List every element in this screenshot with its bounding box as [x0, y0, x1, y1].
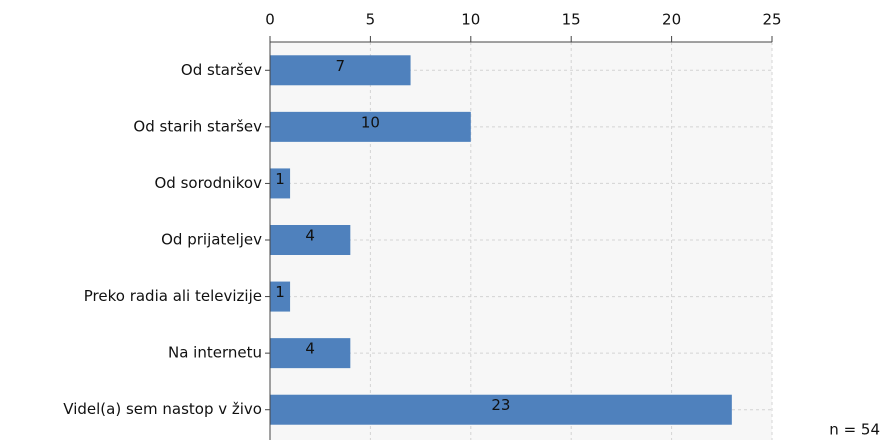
y-tick-label: Na internetu: [168, 344, 262, 362]
x-tick-label: 15: [562, 11, 581, 29]
data-label: 4: [305, 227, 315, 245]
bar: [270, 281, 291, 312]
bar: [270, 338, 351, 369]
plot-area: [270, 42, 772, 440]
bar: [270, 394, 732, 425]
x-tick-label: 20: [662, 11, 681, 29]
y-tick-label: Od prijateljev: [161, 231, 262, 249]
x-tick-label: 0: [265, 11, 275, 29]
data-label: 7: [336, 57, 346, 75]
data-label: 10: [361, 113, 380, 131]
annotation: n = 54: [829, 421, 880, 439]
y-tick-label: Od starih staršev: [133, 117, 262, 135]
y-tick-label: Od sorodnikov: [154, 174, 262, 192]
x-tick-label: 25: [762, 11, 781, 29]
bar: [270, 111, 471, 142]
data-label: 1: [275, 283, 285, 301]
bar: [270, 225, 351, 255]
data-label: 23: [491, 396, 510, 414]
data-label: 1: [275, 170, 285, 188]
y-tick-label: Od staršev: [181, 61, 262, 79]
y-tick-label: Preko radia ali televizije: [84, 287, 262, 305]
x-tick-label: 5: [366, 11, 376, 29]
bar: [270, 55, 411, 86]
data-label: 4: [305, 340, 315, 358]
bar: [270, 168, 291, 199]
y-tick-label: Videl(a) sem nastop v živo: [63, 400, 262, 418]
x-tick-label: 10: [461, 11, 480, 29]
